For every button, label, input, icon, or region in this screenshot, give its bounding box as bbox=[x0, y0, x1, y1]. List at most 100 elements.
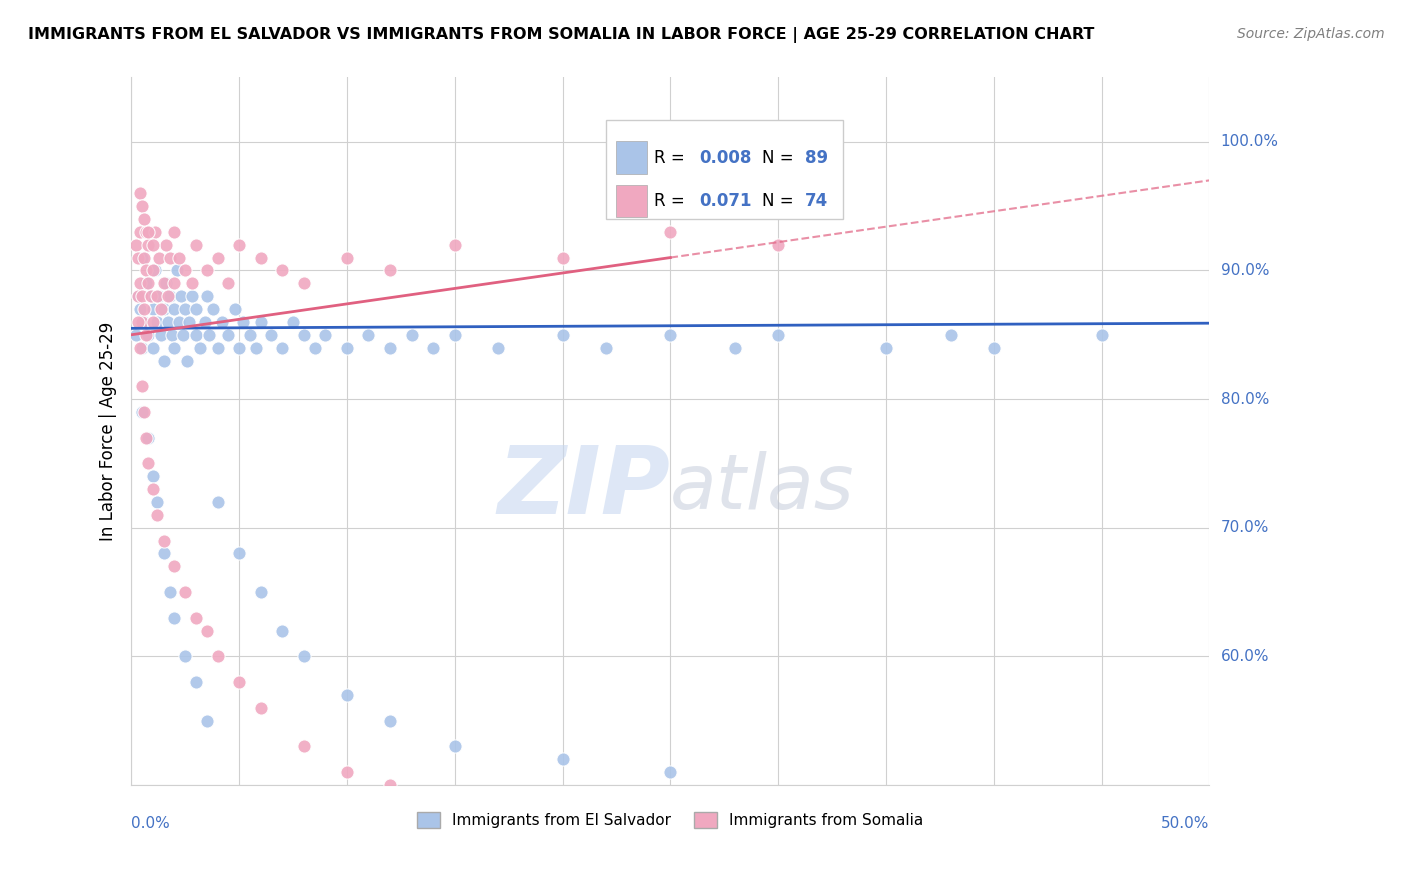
Point bbox=[148, 289, 170, 303]
Point bbox=[304, 341, 326, 355]
Point bbox=[124, 237, 146, 252]
Point bbox=[163, 277, 186, 291]
Point bbox=[131, 289, 153, 303]
Text: 89: 89 bbox=[806, 149, 828, 167]
Point bbox=[143, 225, 166, 239]
Text: 74: 74 bbox=[806, 192, 828, 211]
Point bbox=[378, 263, 401, 277]
Point bbox=[232, 315, 254, 329]
Point bbox=[138, 327, 160, 342]
Point bbox=[170, 289, 193, 303]
Point bbox=[357, 327, 380, 342]
Point bbox=[135, 225, 157, 239]
Point bbox=[180, 289, 202, 303]
Point bbox=[443, 739, 465, 754]
Point bbox=[146, 289, 169, 303]
Text: N =: N = bbox=[762, 192, 799, 211]
Point bbox=[138, 237, 160, 252]
Point bbox=[131, 251, 153, 265]
Point bbox=[260, 327, 283, 342]
Point bbox=[202, 301, 225, 316]
Point bbox=[207, 495, 229, 509]
Point bbox=[551, 251, 574, 265]
Point bbox=[378, 714, 401, 728]
Text: 60.0%: 60.0% bbox=[1220, 648, 1270, 664]
Point bbox=[228, 237, 250, 252]
Text: N =: N = bbox=[762, 149, 799, 167]
Point bbox=[134, 315, 156, 329]
Point bbox=[551, 830, 574, 844]
Point bbox=[131, 405, 153, 419]
FancyBboxPatch shape bbox=[606, 120, 842, 219]
Point bbox=[163, 225, 186, 239]
Point bbox=[198, 327, 221, 342]
Point bbox=[127, 289, 149, 303]
Point bbox=[174, 649, 197, 664]
Point bbox=[195, 263, 218, 277]
Point bbox=[184, 675, 207, 690]
Point bbox=[401, 327, 423, 342]
Point bbox=[142, 482, 165, 496]
Point bbox=[146, 315, 169, 329]
Point bbox=[131, 315, 153, 329]
Point bbox=[422, 341, 444, 355]
Point bbox=[142, 301, 165, 316]
Point bbox=[148, 251, 170, 265]
Point bbox=[127, 251, 149, 265]
Point bbox=[128, 277, 150, 291]
Text: 0.008: 0.008 bbox=[699, 149, 752, 167]
Point bbox=[207, 649, 229, 664]
Point bbox=[249, 585, 271, 599]
Point bbox=[124, 327, 146, 342]
Point bbox=[135, 277, 157, 291]
Point bbox=[159, 289, 181, 303]
Point bbox=[184, 611, 207, 625]
Point bbox=[174, 585, 197, 599]
Point bbox=[156, 315, 179, 329]
Point bbox=[249, 251, 271, 265]
FancyBboxPatch shape bbox=[616, 185, 647, 218]
Point bbox=[184, 237, 207, 252]
Point bbox=[166, 263, 188, 277]
Point bbox=[228, 341, 250, 355]
Point bbox=[150, 327, 173, 342]
Point bbox=[138, 277, 160, 291]
Point bbox=[152, 547, 174, 561]
Point bbox=[131, 199, 153, 213]
Text: Source: ZipAtlas.com: Source: ZipAtlas.com bbox=[1237, 27, 1385, 41]
Point bbox=[138, 431, 160, 445]
Point bbox=[180, 277, 202, 291]
Point bbox=[139, 289, 162, 303]
Text: 90.0%: 90.0% bbox=[1220, 263, 1270, 278]
Point bbox=[249, 315, 271, 329]
Text: R =: R = bbox=[654, 192, 690, 211]
Point bbox=[724, 341, 747, 355]
Point bbox=[195, 624, 218, 638]
Point bbox=[142, 263, 165, 277]
FancyBboxPatch shape bbox=[616, 141, 647, 174]
Point bbox=[152, 353, 174, 368]
Point bbox=[146, 508, 169, 522]
Point bbox=[659, 327, 682, 342]
Point bbox=[211, 315, 233, 329]
Point bbox=[155, 277, 177, 291]
Point bbox=[152, 277, 174, 291]
Point bbox=[217, 277, 239, 291]
Text: IMMIGRANTS FROM EL SALVADOR VS IMMIGRANTS FROM SOMALIA IN LABOR FORCE | AGE 25-2: IMMIGRANTS FROM EL SALVADOR VS IMMIGRANT… bbox=[28, 27, 1094, 43]
Point bbox=[659, 855, 682, 870]
Point bbox=[239, 327, 262, 342]
Point bbox=[207, 341, 229, 355]
Point bbox=[551, 327, 574, 342]
Point bbox=[766, 327, 789, 342]
Point bbox=[271, 263, 294, 277]
Point bbox=[179, 315, 201, 329]
Point bbox=[142, 469, 165, 483]
Point bbox=[766, 868, 789, 882]
Point bbox=[174, 301, 197, 316]
Point bbox=[163, 559, 186, 574]
Point bbox=[163, 341, 186, 355]
Point bbox=[127, 315, 149, 329]
Point bbox=[195, 714, 218, 728]
Point bbox=[443, 804, 465, 818]
Point bbox=[138, 225, 160, 239]
